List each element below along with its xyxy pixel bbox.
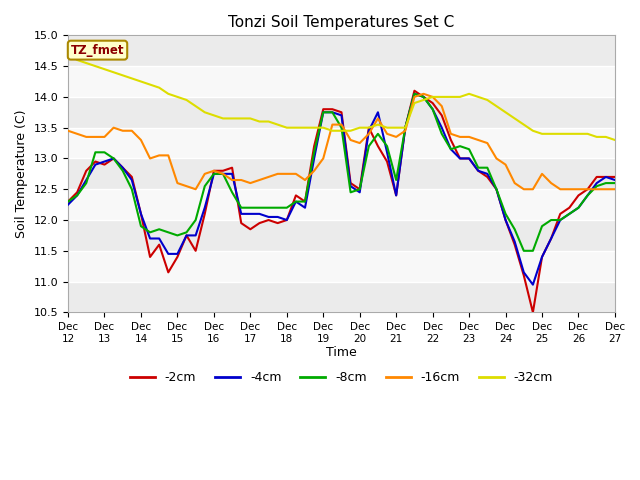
Bar [68,220,615,251]
Bar [68,36,615,66]
Title: Tonzi Soil Temperatures Set C: Tonzi Soil Temperatures Set C [228,15,454,30]
Bar [68,66,615,97]
Bar [68,251,615,282]
Bar [68,97,615,128]
Legend: -2cm, -4cm, -8cm, -16cm, -32cm: -2cm, -4cm, -8cm, -16cm, -32cm [125,366,558,389]
Bar [68,189,615,220]
Bar [68,158,615,189]
Bar [68,282,615,312]
X-axis label: Time: Time [326,347,357,360]
Bar [68,128,615,158]
Text: TZ_fmet: TZ_fmet [71,44,124,57]
Y-axis label: Soil Temperature (C): Soil Temperature (C) [15,109,28,238]
